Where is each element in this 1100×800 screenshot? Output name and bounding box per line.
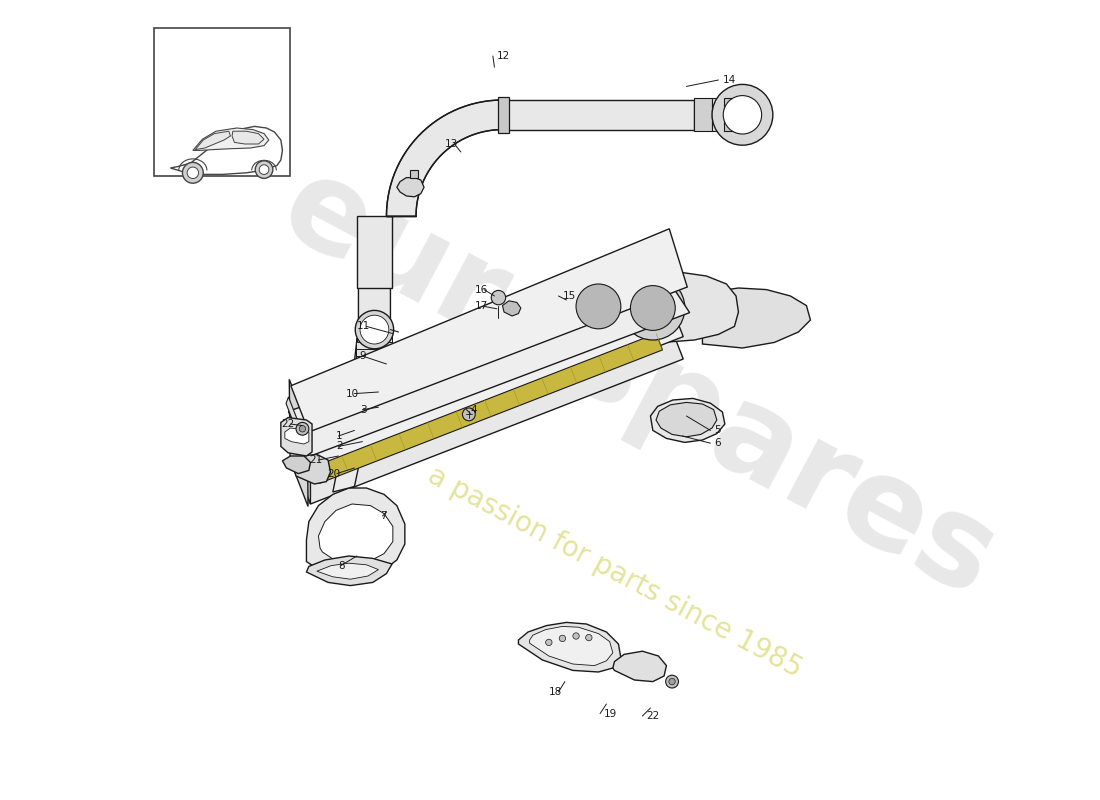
Polygon shape [288, 276, 690, 458]
Polygon shape [293, 435, 310, 504]
Circle shape [492, 290, 506, 305]
Text: 15: 15 [562, 291, 575, 301]
Text: 1: 1 [336, 431, 342, 441]
Circle shape [462, 408, 475, 421]
Circle shape [187, 167, 199, 178]
Circle shape [299, 426, 306, 432]
Text: 11: 11 [358, 322, 371, 331]
Polygon shape [518, 622, 620, 672]
Polygon shape [192, 128, 268, 150]
Circle shape [585, 634, 592, 641]
Circle shape [255, 161, 273, 178]
Text: 4: 4 [471, 405, 477, 414]
Polygon shape [552, 272, 738, 342]
Polygon shape [529, 626, 613, 666]
Polygon shape [307, 556, 392, 586]
Polygon shape [356, 382, 392, 398]
Polygon shape [355, 352, 393, 363]
Polygon shape [170, 126, 283, 174]
Polygon shape [195, 131, 230, 150]
Circle shape [355, 310, 394, 349]
Polygon shape [724, 98, 744, 131]
Circle shape [260, 165, 268, 174]
Circle shape [666, 675, 679, 688]
Text: eurospares: eurospares [261, 145, 1015, 623]
Text: 17: 17 [475, 302, 488, 311]
Text: 5: 5 [714, 426, 722, 435]
Polygon shape [354, 374, 395, 386]
Text: 19: 19 [604, 709, 617, 718]
Polygon shape [293, 454, 330, 484]
Polygon shape [613, 651, 667, 682]
Circle shape [296, 422, 309, 435]
Text: 3: 3 [360, 405, 366, 414]
Polygon shape [386, 100, 503, 216]
Text: 12: 12 [497, 51, 510, 61]
Text: 13: 13 [446, 139, 459, 149]
Polygon shape [318, 504, 393, 564]
Circle shape [630, 286, 675, 330]
Polygon shape [333, 340, 378, 492]
Polygon shape [503, 301, 520, 316]
Polygon shape [694, 98, 712, 131]
Circle shape [360, 315, 388, 344]
Text: 20: 20 [328, 469, 341, 478]
Text: 22: 22 [647, 711, 660, 721]
Polygon shape [280, 418, 312, 456]
Text: 8: 8 [338, 561, 344, 570]
Polygon shape [712, 98, 724, 131]
Polygon shape [317, 563, 378, 579]
Text: 9: 9 [360, 351, 366, 361]
Polygon shape [694, 288, 811, 348]
Polygon shape [656, 402, 717, 437]
Polygon shape [283, 456, 310, 474]
Polygon shape [359, 286, 390, 322]
FancyBboxPatch shape [154, 28, 290, 176]
Polygon shape [356, 338, 393, 349]
Polygon shape [355, 360, 394, 371]
Text: 16: 16 [475, 285, 488, 294]
Polygon shape [232, 131, 264, 144]
Text: 18: 18 [549, 687, 562, 697]
Text: a passion for parts since 1985: a passion for parts since 1985 [422, 461, 806, 683]
Polygon shape [290, 229, 688, 432]
Polygon shape [410, 170, 418, 178]
Polygon shape [286, 397, 307, 456]
Text: 7: 7 [379, 511, 386, 521]
Circle shape [712, 84, 773, 145]
Circle shape [573, 633, 580, 639]
Text: 6: 6 [714, 438, 722, 448]
Circle shape [183, 162, 204, 183]
Circle shape [576, 284, 620, 329]
Polygon shape [356, 345, 393, 356]
Polygon shape [285, 428, 309, 444]
Polygon shape [307, 488, 405, 578]
Circle shape [620, 276, 685, 340]
Polygon shape [293, 313, 683, 504]
Text: 14: 14 [723, 75, 736, 85]
Circle shape [669, 678, 675, 685]
Text: 2: 2 [336, 442, 342, 451]
Polygon shape [355, 367, 394, 378]
Text: 10: 10 [345, 389, 359, 398]
Polygon shape [498, 97, 509, 133]
Polygon shape [356, 330, 392, 342]
Polygon shape [293, 290, 683, 482]
Polygon shape [289, 379, 308, 506]
Circle shape [566, 274, 630, 338]
Polygon shape [314, 334, 662, 483]
Polygon shape [503, 100, 694, 130]
Polygon shape [356, 216, 416, 288]
Text: 21: 21 [309, 455, 322, 465]
Circle shape [559, 635, 565, 642]
Polygon shape [397, 178, 424, 197]
Circle shape [546, 639, 552, 646]
Circle shape [723, 95, 761, 134]
Polygon shape [650, 398, 725, 442]
Text: 22: 22 [282, 419, 295, 429]
